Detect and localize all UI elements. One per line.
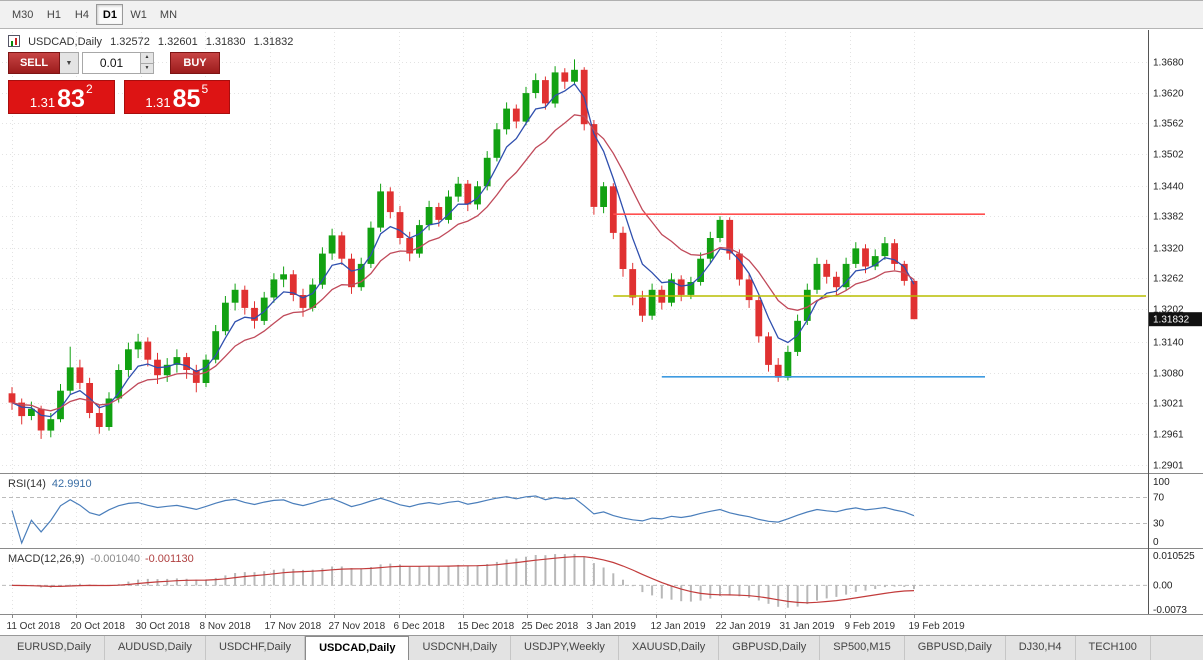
svg-text:30: 30 bbox=[1153, 519, 1165, 530]
svg-text:1.3202: 1.3202 bbox=[1153, 305, 1184, 316]
svg-text:1.3680: 1.3680 bbox=[1153, 58, 1184, 69]
svg-text:17 Nov 2018: 17 Nov 2018 bbox=[265, 621, 322, 632]
sell-price-prefix: 1.31 bbox=[29, 94, 56, 110]
symbol-tab-usdjpy-weekly[interactable]: USDJPY,Weekly bbox=[511, 636, 619, 660]
svg-text:100: 100 bbox=[1153, 477, 1170, 488]
buy-price-prefix: 1.31 bbox=[145, 94, 171, 110]
svg-text:1.3262: 1.3262 bbox=[1153, 274, 1184, 285]
svg-text:-0.0073: -0.0073 bbox=[1153, 605, 1187, 616]
svg-text:20 Oct 2018: 20 Oct 2018 bbox=[71, 621, 126, 632]
timeframe-button-w1[interactable]: W1 bbox=[124, 4, 153, 25]
symbol-tab-bar: EURUSD,Daily AUDUSD,Daily USDCHF,Daily USDC… bbox=[0, 635, 1203, 660]
volume-input[interactable]: 0.01 ▲ ▼ bbox=[82, 52, 154, 74]
volume-value[interactable]: 0.01 bbox=[99, 56, 124, 70]
rsi-value: 42.9910 bbox=[51, 478, 92, 490]
timeframe-button-h1[interactable]: H1 bbox=[40, 4, 67, 25]
sell-price-pipette: 2 bbox=[85, 82, 93, 96]
date-axis: 11 Oct 2018 20 Oct 2018 30 Oct 2018 8 Nov 2… bbox=[7, 614, 966, 632]
svg-text:1.2961: 1.2961 bbox=[1153, 430, 1184, 441]
order-type-dropdown[interactable]: ▼ bbox=[60, 52, 79, 74]
svg-text:31 Jan 2019: 31 Jan 2019 bbox=[780, 621, 835, 632]
svg-text:1.3502: 1.3502 bbox=[1153, 150, 1184, 161]
chart-region[interactable]: 1.3680 1.3620 1.3562 1.3502 1.3440 1.3382 1.33… bbox=[0, 30, 1203, 636]
svg-text:1.3562: 1.3562 bbox=[1153, 119, 1184, 130]
svg-text:6 Dec 2018: 6 Dec 2018 bbox=[394, 621, 446, 632]
chart-icon bbox=[8, 35, 20, 47]
one-click-trading-panel: SELL ▼ 0.01 ▲ ▼ BUY 1.31 83 2 bbox=[8, 52, 230, 114]
chevron-down-icon: ▼ bbox=[65, 59, 73, 67]
symbol-tab-audusd-daily[interactable]: AUDUSD,Daily bbox=[104, 636, 206, 660]
svg-text:0.010525: 0.010525 bbox=[1153, 551, 1195, 562]
svg-text:27 Nov 2018: 27 Nov 2018 bbox=[329, 621, 386, 632]
timeframe-button-h4[interactable]: H4 bbox=[68, 4, 95, 25]
svg-text:1.3021: 1.3021 bbox=[1153, 399, 1184, 410]
sell-price-display[interactable]: 1.31 83 2 bbox=[8, 80, 115, 114]
svg-text:70: 70 bbox=[1153, 493, 1165, 504]
svg-text:15 Dec 2018: 15 Dec 2018 bbox=[458, 621, 515, 632]
rsi-label: RSI(14) 42.9910 bbox=[8, 478, 92, 490]
svg-text:12 Jan 2019: 12 Jan 2019 bbox=[651, 621, 706, 632]
volume-increase-button[interactable]: ▲ bbox=[141, 53, 153, 63]
symbol-tab-usdchf-daily[interactable]: USDCHF,Daily bbox=[205, 636, 306, 660]
macd-signal-value: -0.001130 bbox=[144, 553, 194, 565]
svg-text:3 Jan 2019: 3 Jan 2019 bbox=[587, 621, 637, 632]
svg-text:1.3080: 1.3080 bbox=[1153, 369, 1184, 380]
macd-name: MACD(12,26,9) bbox=[8, 553, 85, 565]
symbol-tab-usdcnh-daily[interactable]: USDCNH,Daily bbox=[409, 636, 512, 660]
svg-text:19 Feb 2019: 19 Feb 2019 bbox=[909, 621, 966, 632]
svg-text:11 Oct 2018: 11 Oct 2018 bbox=[7, 621, 61, 632]
symbol-tab-xauusd-daily[interactable]: XAUUSD,Daily bbox=[618, 636, 720, 660]
svg-text:8 Nov 2018: 8 Nov 2018 bbox=[200, 621, 252, 632]
ohlc-open: 1.32572 bbox=[110, 36, 150, 48]
chart-panes: 1.3680 1.3620 1.3562 1.3502 1.3440 1.3382 1.33… bbox=[0, 30, 1203, 616]
price-chart-canvas[interactable]: 1.3680 1.3620 1.3562 1.3502 1.3440 1.3382 1.33… bbox=[0, 30, 1203, 636]
svg-text:1.3440: 1.3440 bbox=[1153, 182, 1184, 193]
timeframe-button-d1[interactable]: D1 bbox=[96, 4, 124, 25]
svg-text:0.00: 0.00 bbox=[1153, 580, 1173, 591]
rsi-name: RSI(14) bbox=[8, 478, 46, 490]
buy-button[interactable]: BUY bbox=[170, 52, 220, 74]
timeframe-button-m30[interactable]: M30 bbox=[6, 4, 39, 25]
sell-price-main: 83 bbox=[57, 84, 85, 113]
sell-button[interactable]: SELL bbox=[8, 52, 60, 74]
timeframe-button-mn[interactable]: MN bbox=[154, 4, 183, 25]
svg-text:1.2901: 1.2901 bbox=[1153, 461, 1184, 472]
chart-symbol-label: USDCAD,Daily bbox=[28, 36, 103, 48]
chart-title: USDCAD,Daily 1.32572 1.32601 1.31830 1.3… bbox=[8, 35, 298, 48]
svg-text:1.3140: 1.3140 bbox=[1153, 338, 1184, 349]
ohlc-high: 1.32601 bbox=[157, 36, 198, 48]
symbol-tab-sp500-m15[interactable]: SP500,M15 bbox=[820, 636, 905, 660]
svg-text:1.3320: 1.3320 bbox=[1153, 244, 1184, 255]
svg-text:1.3382: 1.3382 bbox=[1153, 212, 1184, 223]
buy-price-display[interactable]: 1.31 85 5 bbox=[123, 80, 230, 114]
macd-main-value: -0.001040 bbox=[90, 553, 140, 565]
svg-text:25 Dec 2018: 25 Dec 2018 bbox=[522, 621, 579, 632]
svg-text:30 Oct 2018: 30 Oct 2018 bbox=[136, 621, 191, 632]
timeframe-toolbar: M30 H1 H4 D1 W1 MN bbox=[0, 1, 1203, 29]
buy-price-pipette: 5 bbox=[201, 82, 209, 96]
ohlc-low: 1.31830 bbox=[205, 36, 246, 48]
macd-label: MACD(12,26,9) -0.001040 -0.001130 bbox=[8, 553, 194, 565]
ohlc-close: 1.31832 bbox=[253, 36, 294, 48]
volume-decrease-button[interactable]: ▼ bbox=[141, 62, 153, 73]
symbol-tab-eurusd-daily[interactable]: EURUSD,Daily bbox=[4, 636, 105, 660]
symbol-tab-tech100[interactable]: TECH100 bbox=[1075, 636, 1151, 660]
svg-text:22 Jan 2019: 22 Jan 2019 bbox=[716, 621, 771, 632]
symbol-tab-gbpusd-daily[interactable]: GBPUSD,Daily bbox=[719, 636, 821, 660]
svg-text:1.31832: 1.31832 bbox=[1153, 315, 1190, 326]
svg-text:1.3620: 1.3620 bbox=[1153, 89, 1184, 100]
symbol-tab-usdcad-daily[interactable]: USDCAD,Daily bbox=[305, 636, 410, 660]
symbol-tab-gbpusd-daily[interactable]: GBPUSD,Daily bbox=[904, 636, 1006, 660]
svg-text:0: 0 bbox=[1153, 537, 1159, 548]
buy-price-main: 85 bbox=[172, 84, 201, 113]
symbol-tab-dj30-h4[interactable]: DJ30,H4 bbox=[1005, 636, 1076, 660]
volume-stepper: ▲ ▼ bbox=[140, 53, 153, 73]
svg-text:9 Feb 2019: 9 Feb 2019 bbox=[845, 621, 896, 632]
